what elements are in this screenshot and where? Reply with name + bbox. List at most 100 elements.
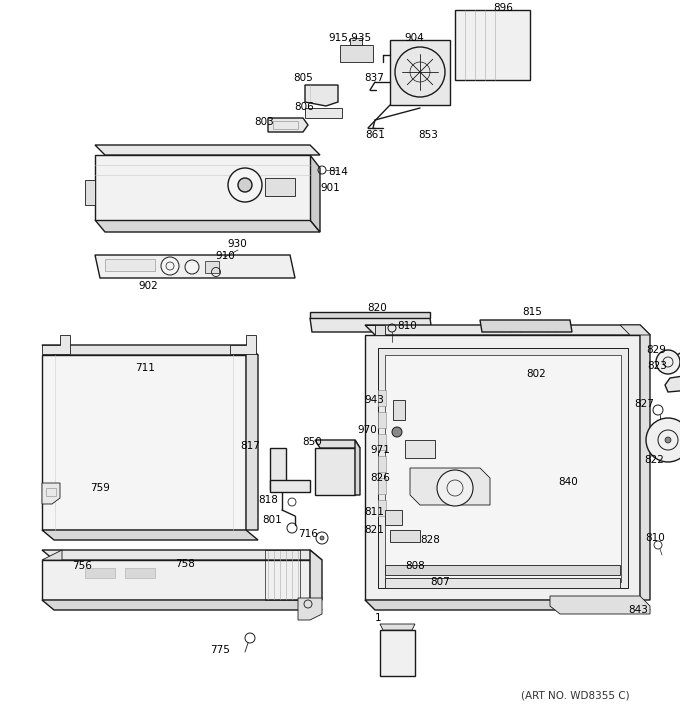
Text: 822: 822	[644, 455, 664, 465]
Polygon shape	[270, 480, 310, 492]
Polygon shape	[230, 335, 256, 354]
Polygon shape	[95, 220, 320, 232]
Text: 850: 850	[302, 437, 322, 447]
Text: 756: 756	[72, 561, 92, 571]
Text: 970: 970	[357, 425, 377, 435]
Circle shape	[646, 418, 680, 462]
Polygon shape	[305, 85, 338, 106]
Polygon shape	[355, 440, 360, 495]
Polygon shape	[550, 596, 650, 614]
Polygon shape	[42, 483, 60, 504]
Text: 861: 861	[365, 130, 385, 140]
Text: 896: 896	[493, 3, 513, 13]
Text: 837: 837	[364, 73, 384, 83]
Polygon shape	[665, 375, 680, 392]
Polygon shape	[85, 180, 95, 205]
Bar	[85, 568, 115, 578]
Text: 829: 829	[646, 345, 666, 355]
Text: 971: 971	[370, 445, 390, 455]
Bar	[378, 456, 386, 472]
Polygon shape	[310, 550, 322, 600]
Text: 820: 820	[367, 303, 387, 313]
Circle shape	[161, 257, 179, 275]
Polygon shape	[410, 468, 490, 505]
Bar	[265, 550, 300, 600]
Polygon shape	[310, 312, 430, 318]
Text: 826: 826	[370, 473, 390, 483]
Text: 810: 810	[397, 321, 417, 331]
Text: 821: 821	[364, 525, 384, 535]
Polygon shape	[340, 45, 373, 62]
Text: 818: 818	[258, 495, 278, 505]
Polygon shape	[380, 624, 415, 630]
Polygon shape	[385, 578, 620, 588]
Text: 805: 805	[293, 73, 313, 83]
Polygon shape	[310, 155, 320, 232]
Text: 843: 843	[628, 605, 648, 615]
Text: 904: 904	[404, 33, 424, 43]
Bar	[378, 390, 386, 406]
Text: 828: 828	[420, 535, 440, 545]
Text: 803: 803	[254, 117, 274, 127]
Circle shape	[656, 350, 680, 374]
Polygon shape	[480, 320, 572, 332]
Polygon shape	[246, 345, 258, 530]
Text: 817: 817	[240, 441, 260, 451]
Circle shape	[185, 260, 199, 274]
Polygon shape	[305, 108, 342, 118]
Text: 711: 711	[135, 363, 155, 373]
Bar	[273, 121, 298, 129]
Text: 930: 930	[227, 239, 247, 249]
Bar	[105, 259, 155, 271]
Polygon shape	[393, 400, 405, 420]
Bar	[378, 434, 386, 450]
Text: 716: 716	[298, 529, 318, 539]
Polygon shape	[455, 10, 530, 80]
Text: 775: 775	[210, 645, 230, 655]
Circle shape	[228, 168, 262, 202]
Polygon shape	[270, 448, 286, 490]
Text: 901: 901	[320, 183, 340, 193]
Bar	[265, 178, 295, 196]
Text: 902: 902	[138, 281, 158, 291]
Circle shape	[437, 470, 473, 506]
Text: 810: 810	[645, 533, 665, 543]
Polygon shape	[365, 335, 640, 600]
Polygon shape	[95, 255, 295, 278]
Bar	[46, 488, 56, 496]
Bar	[378, 478, 386, 494]
Polygon shape	[95, 155, 310, 220]
Bar	[378, 412, 386, 428]
Polygon shape	[42, 600, 322, 610]
Polygon shape	[268, 118, 308, 132]
Polygon shape	[365, 600, 650, 610]
Text: 815: 815	[522, 307, 542, 317]
Polygon shape	[42, 550, 62, 560]
Polygon shape	[42, 550, 322, 560]
Polygon shape	[310, 318, 432, 332]
Bar	[125, 568, 155, 578]
Polygon shape	[365, 325, 385, 335]
Polygon shape	[390, 530, 420, 542]
Polygon shape	[385, 510, 402, 525]
Circle shape	[238, 178, 252, 192]
Text: 943: 943	[364, 395, 384, 405]
Text: 823: 823	[647, 361, 667, 371]
Polygon shape	[385, 355, 621, 582]
Bar	[205, 261, 219, 273]
Circle shape	[392, 427, 402, 437]
Text: 827: 827	[634, 399, 654, 409]
Text: 808: 808	[405, 561, 425, 571]
Polygon shape	[385, 565, 620, 575]
Text: 758: 758	[175, 559, 195, 569]
Polygon shape	[620, 325, 650, 335]
Text: 814: 814	[328, 167, 348, 177]
Text: 801: 801	[262, 515, 282, 525]
Text: 853: 853	[418, 130, 438, 140]
Polygon shape	[42, 345, 258, 355]
Text: 759: 759	[90, 483, 110, 493]
Text: 807: 807	[430, 577, 450, 587]
Text: 1: 1	[375, 613, 381, 623]
Circle shape	[665, 437, 671, 443]
Polygon shape	[365, 325, 650, 335]
